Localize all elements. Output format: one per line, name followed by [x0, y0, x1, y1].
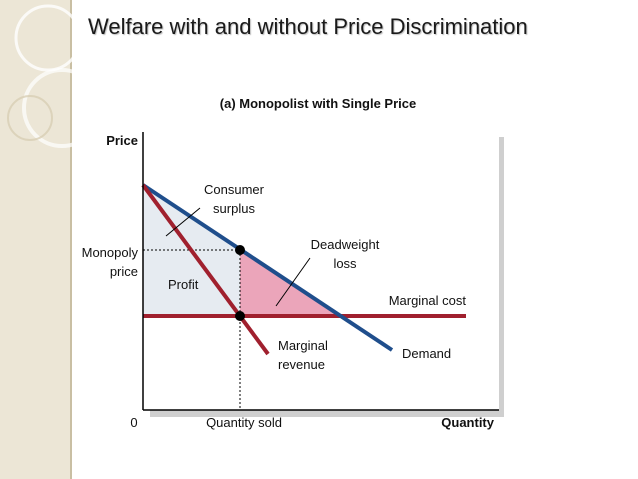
- consumer-surplus-label-line2: surplus: [213, 201, 255, 216]
- deadweight-loss-label-line2: loss: [333, 256, 357, 271]
- marginal-revenue-curve: [141, 183, 270, 356]
- marginal-revenue-label-line2: revenue: [278, 357, 325, 372]
- profit-label: Profit: [168, 277, 199, 292]
- mr-mc-intersection-point: [235, 311, 245, 321]
- monopoly-point: [235, 245, 245, 255]
- monopoly-price-label-line1: Monopoly: [82, 245, 139, 260]
- monopoly-price-label-line2: price: [110, 264, 138, 279]
- consumer-surplus-pointer: [165, 207, 201, 237]
- deadweight-loss-pointer: [275, 257, 311, 307]
- marginal-cost-label: Marginal cost: [389, 293, 467, 308]
- demand-curve: [141, 183, 394, 352]
- slide-title: Welfare with and without Price Discrimin…: [88, 14, 528, 39]
- quantity-sold-label: Quantity sold: [206, 415, 282, 430]
- x-axis-label: Quantity: [441, 415, 494, 430]
- marginal-revenue-label-line1: Marginal: [278, 338, 328, 353]
- origin-label: 0: [130, 415, 137, 430]
- deadweight-loss-label-line1: Deadweight: [311, 237, 380, 252]
- demand-label: Demand: [402, 346, 451, 361]
- decorative-circles: [7, 4, 102, 148]
- consumer-surplus-label-line1: Consumer: [204, 182, 265, 197]
- panel-title: (a) Monopolist with Single Price: [220, 96, 416, 111]
- side-band-divider: [70, 0, 72, 479]
- y-axis-label: Price: [106, 133, 138, 148]
